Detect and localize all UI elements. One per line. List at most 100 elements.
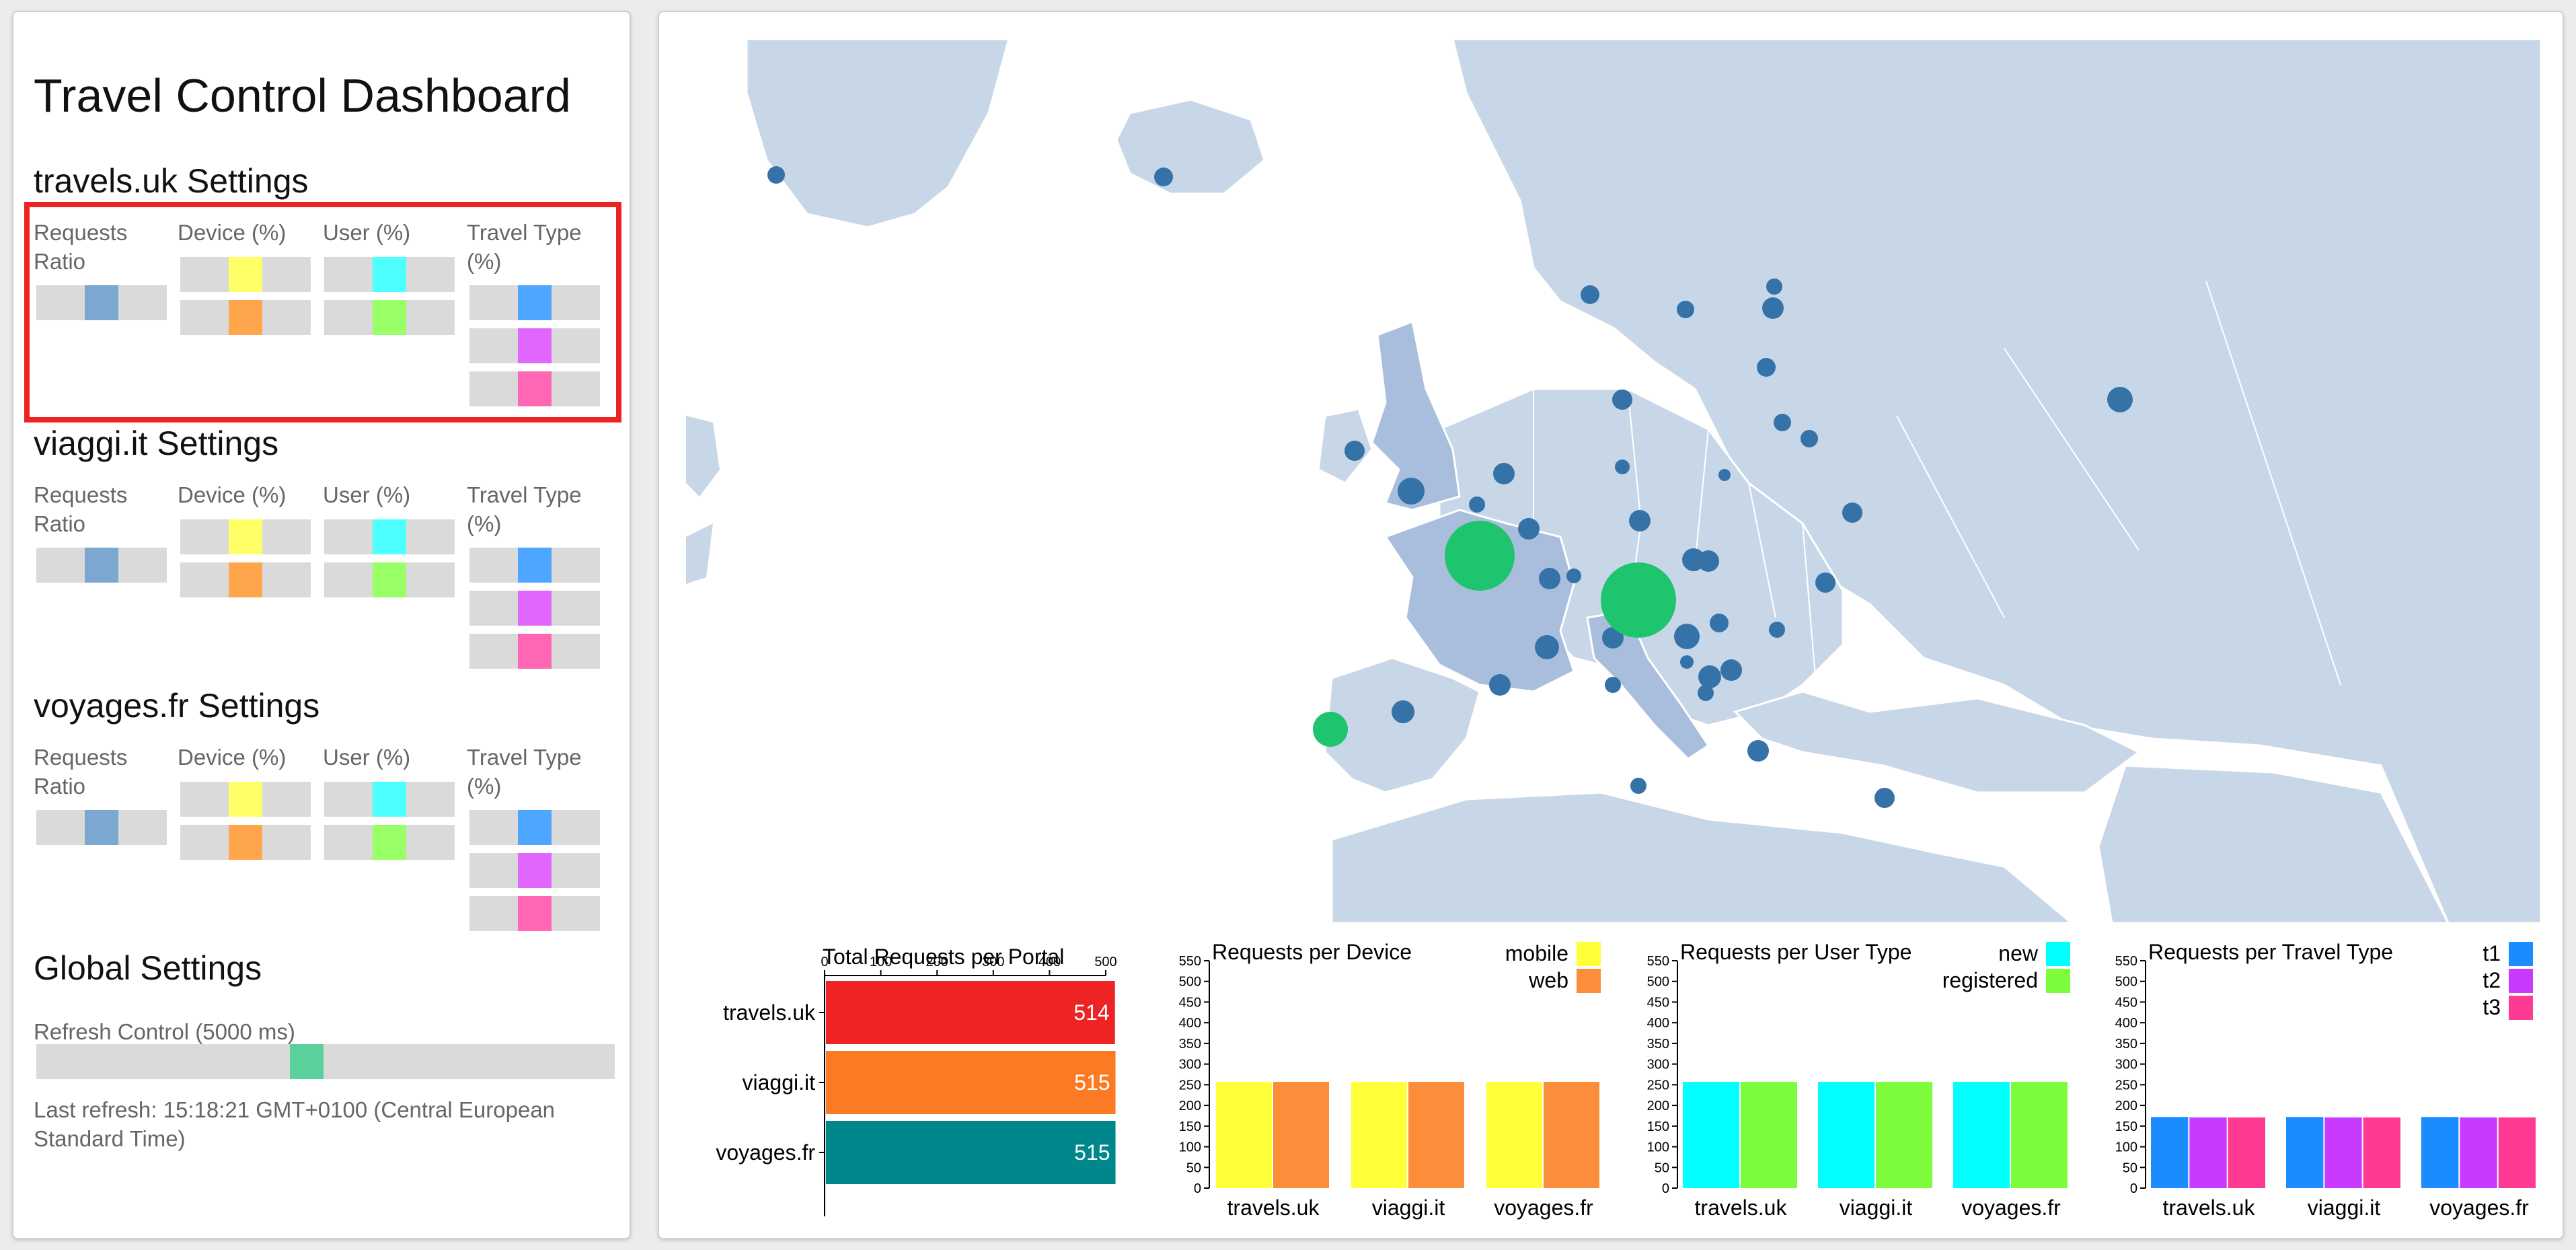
- city-marker[interactable]: [1815, 573, 1835, 593]
- slider-thumb[interactable]: [229, 519, 262, 554]
- city-marker[interactable]: [1535, 635, 1559, 659]
- legend-label: t2: [2483, 968, 2501, 992]
- city-marker[interactable]: [1493, 463, 1515, 484]
- travel-type-label-fr: Travel Type (%): [467, 745, 582, 799]
- device-mobile-slider-fr[interactable]: [180, 782, 311, 817]
- slider-thumb[interactable]: [229, 562, 262, 597]
- slider-thumb[interactable]: [229, 782, 262, 817]
- city-marker[interactable]: [1344, 441, 1365, 461]
- city-marker[interactable]: [1154, 168, 1173, 186]
- device-web-slider-uk[interactable]: [180, 300, 311, 335]
- city-marker[interactable]: [1842, 503, 1862, 523]
- user-registered-slider-it[interactable]: [324, 562, 455, 597]
- city-marker[interactable]: [1757, 358, 1776, 377]
- travel-t1-slider-fr[interactable]: [469, 810, 600, 845]
- city-marker[interactable]: [1518, 518, 1540, 540]
- city-marker[interactable]: [1539, 568, 1560, 589]
- city-marker[interactable]: [1762, 297, 1784, 319]
- slider-thumb[interactable]: [373, 562, 406, 597]
- city-marker[interactable]: [767, 166, 785, 184]
- city-marker[interactable]: [1398, 478, 1425, 505]
- slider-thumb[interactable]: [518, 328, 552, 363]
- hotspot-markers[interactable]: [1313, 521, 1676, 747]
- city-marker[interactable]: [2107, 387, 2133, 412]
- city-marker[interactable]: [1698, 665, 1721, 688]
- slider-thumb[interactable]: [518, 810, 552, 845]
- slider-thumb[interactable]: [518, 896, 552, 931]
- travel-t3-slider-fr[interactable]: [469, 896, 600, 931]
- slider-thumb[interactable]: [373, 300, 406, 335]
- city-marker[interactable]: [1581, 285, 1599, 304]
- slider-thumb[interactable]: [229, 257, 262, 292]
- user-new-slider-uk[interactable]: [324, 257, 455, 292]
- city-marker[interactable]: [1674, 624, 1700, 649]
- user-new-slider-it[interactable]: [324, 519, 455, 554]
- city-marker[interactable]: [1774, 414, 1791, 431]
- city-markers[interactable]: [767, 166, 2564, 808]
- slider-thumb[interactable]: [373, 257, 406, 292]
- slider-thumb[interactable]: [518, 548, 552, 583]
- slider-thumb[interactable]: [85, 810, 118, 845]
- category-label: voyages.fr: [2429, 1196, 2529, 1220]
- city-marker[interactable]: [1612, 390, 1632, 410]
- city-marker[interactable]: [1718, 469, 1731, 481]
- user-label-it: User (%): [323, 482, 411, 507]
- requests-ratio-slider-it[interactable]: [36, 548, 167, 583]
- slider-thumb[interactable]: [373, 825, 406, 860]
- y-tick-label: 100: [1647, 1140, 1669, 1155]
- slider-thumb[interactable]: [229, 300, 262, 335]
- hotspot-marker[interactable]: [1601, 562, 1676, 638]
- city-marker[interactable]: [1615, 459, 1630, 474]
- hotspot-marker[interactable]: [1445, 521, 1515, 591]
- travel-t3-slider-uk[interactable]: [469, 371, 600, 406]
- slider-thumb[interactable]: [85, 548, 118, 583]
- city-marker[interactable]: [1605, 677, 1621, 693]
- slider-thumb[interactable]: [518, 634, 552, 669]
- slider-thumb[interactable]: [373, 519, 406, 554]
- travel-t1-slider-it[interactable]: [469, 548, 600, 583]
- city-marker[interactable]: [1769, 622, 1785, 638]
- city-marker[interactable]: [1698, 550, 1719, 572]
- travel-t1-slider-uk[interactable]: [469, 285, 600, 320]
- city-marker[interactable]: [1698, 685, 1714, 701]
- slider-thumb[interactable]: [518, 371, 552, 406]
- travel-t2-slider-fr[interactable]: [469, 853, 600, 888]
- travel-t2-slider-uk[interactable]: [469, 328, 600, 363]
- user-new-slider-fr[interactable]: [324, 782, 455, 817]
- city-marker[interactable]: [1489, 674, 1511, 696]
- city-marker[interactable]: [1720, 659, 1742, 681]
- device-mobile-slider-it[interactable]: [180, 519, 311, 554]
- slider-thumb[interactable]: [518, 591, 552, 626]
- user-registered-slider-fr[interactable]: [324, 825, 455, 860]
- city-marker[interactable]: [1680, 655, 1694, 669]
- slider-thumb[interactable]: [373, 782, 406, 817]
- city-marker[interactable]: [1710, 614, 1729, 632]
- requests-ratio-slider-uk[interactable]: [36, 285, 167, 320]
- city-marker[interactable]: [1566, 568, 1581, 583]
- city-marker[interactable]: [1766, 279, 1782, 295]
- slider-thumb[interactable]: [290, 1044, 324, 1079]
- hotspot-marker[interactable]: [1313, 712, 1348, 747]
- city-marker[interactable]: [1630, 778, 1646, 794]
- city-marker[interactable]: [1677, 301, 1694, 318]
- device-web-slider-fr[interactable]: [180, 825, 311, 860]
- city-marker[interactable]: [1629, 510, 1651, 531]
- city-marker[interactable]: [1747, 740, 1769, 762]
- travel-t3-slider-it[interactable]: [469, 634, 600, 669]
- travel-t2-slider-it[interactable]: [469, 591, 600, 626]
- slider-thumb[interactable]: [85, 285, 118, 320]
- city-marker[interactable]: [1392, 700, 1414, 723]
- user-registered-slider-uk[interactable]: [324, 300, 455, 335]
- city-marker[interactable]: [1874, 788, 1895, 808]
- slider-thumb[interactable]: [518, 285, 552, 320]
- refresh-control-slider[interactable]: [36, 1044, 615, 1079]
- city-marker[interactable]: [1602, 627, 1624, 649]
- city-marker[interactable]: [1469, 497, 1485, 513]
- device-web-slider-it[interactable]: [180, 562, 311, 597]
- europe-map[interactable]: [685, 38, 2564, 924]
- requests-ratio-slider-fr[interactable]: [36, 810, 167, 845]
- slider-thumb[interactable]: [518, 853, 552, 888]
- device-mobile-slider-uk[interactable]: [180, 257, 311, 292]
- slider-thumb[interactable]: [229, 825, 262, 860]
- city-marker[interactable]: [1801, 430, 1818, 447]
